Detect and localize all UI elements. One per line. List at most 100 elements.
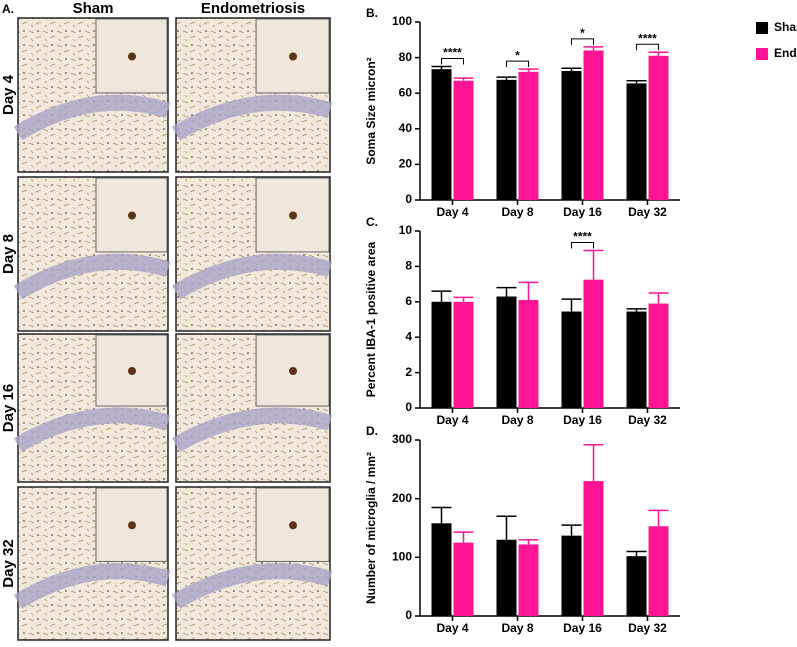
bar <box>583 50 604 201</box>
micrograph <box>171 176 333 332</box>
x-tick-label: Day 4 <box>436 205 468 219</box>
y-tick-label: 200 <box>392 491 412 505</box>
bar <box>453 542 474 616</box>
bar <box>626 311 647 408</box>
row-header: Day 8 <box>0 234 17 274</box>
y-tick-label: 8 <box>405 259 412 273</box>
x-tick-label: Day 32 <box>628 621 667 635</box>
panel-letter: A. <box>2 2 14 16</box>
legend-swatch <box>756 22 768 34</box>
significance-bracket <box>571 241 594 249</box>
micrograph <box>172 333 333 483</box>
bar <box>518 300 539 408</box>
y-axis-label: Number of microglia / mm² <box>364 452 378 604</box>
significance-bracket <box>571 38 594 45</box>
column-header: Endometriosis <box>201 0 305 17</box>
bar <box>453 80 474 200</box>
cell-layer <box>171 253 333 300</box>
bar <box>561 535 582 616</box>
x-tick-label: Day 32 <box>628 413 667 427</box>
panel-letter: B. <box>366 6 378 20</box>
micrograph <box>13 17 171 173</box>
micrograph <box>13 486 171 641</box>
cell-layer <box>13 253 171 300</box>
significance-bracket <box>636 43 659 51</box>
x-tick-label: Day 16 <box>563 205 602 219</box>
significance-label: **** <box>638 31 657 45</box>
y-tick-label: 2 <box>405 365 412 379</box>
micrograph <box>13 333 171 483</box>
bar <box>648 55 669 200</box>
y-tick-label: 20 <box>399 157 413 171</box>
bar <box>453 301 474 408</box>
y-tick-label: 6 <box>405 294 412 308</box>
bar <box>648 526 669 616</box>
micrograph <box>171 17 333 173</box>
bar <box>496 79 517 200</box>
y-axis-label: Percent IBA-1 positive area <box>364 241 378 397</box>
significance-label: **** <box>443 46 462 60</box>
cell-layer <box>171 94 333 141</box>
y-tick-label: 10 <box>399 223 413 237</box>
column-header: Sham <box>73 0 114 17</box>
bar <box>583 481 604 616</box>
x-tick-label: Day 32 <box>628 205 667 219</box>
microglia <box>128 211 136 220</box>
y-tick-label: 0 <box>405 608 412 622</box>
bar <box>626 556 647 616</box>
x-tick-label: Day 8 <box>501 413 533 427</box>
micrograph <box>171 486 333 641</box>
legend-label: Endometriosis <box>774 46 797 60</box>
bar <box>648 303 669 408</box>
significance-bracket <box>441 58 464 65</box>
row-header: Day 32 <box>0 539 17 587</box>
x-tick-label: Day 4 <box>436 621 468 635</box>
x-tick-label: Day 16 <box>563 413 602 427</box>
y-tick-label: 300 <box>392 432 412 446</box>
microglia <box>289 211 298 220</box>
legend-swatch <box>756 48 768 60</box>
bar <box>626 83 647 200</box>
microglia <box>289 52 298 61</box>
bar <box>431 523 452 616</box>
significance-label: * <box>515 48 520 62</box>
panel-letter: D. <box>366 424 378 438</box>
cell-layer <box>13 563 171 609</box>
bar <box>431 69 452 200</box>
row-header: Day 4 <box>0 74 17 115</box>
significance-bracket <box>506 60 529 68</box>
micrograph <box>13 176 171 332</box>
bar <box>496 296 517 408</box>
y-tick-label: 40 <box>399 121 413 135</box>
bar <box>561 311 582 408</box>
bar <box>518 544 539 616</box>
x-tick-label: Day 8 <box>501 205 533 219</box>
row-header: Day 16 <box>0 384 17 432</box>
x-tick-label: Day 8 <box>501 621 533 635</box>
bar <box>518 71 539 200</box>
y-tick-label: 60 <box>399 85 413 99</box>
microglia <box>128 367 136 375</box>
bar <box>583 279 604 408</box>
panel-letter: C. <box>366 215 378 229</box>
bar <box>431 301 452 408</box>
x-tick-label: Day 16 <box>563 621 602 635</box>
microglia <box>289 521 298 530</box>
significance-label: **** <box>573 230 592 244</box>
y-tick-label: 4 <box>405 329 412 343</box>
y-tick-label: 0 <box>405 192 412 206</box>
inset <box>95 487 168 562</box>
y-tick-label: 80 <box>399 50 413 64</box>
legend-label: Sham <box>774 20 797 34</box>
microglia <box>128 521 136 530</box>
y-axis-label: Soma Size micron² <box>364 57 378 164</box>
bar <box>561 70 582 200</box>
microglia <box>128 52 136 61</box>
bar <box>496 539 517 616</box>
x-tick-label: Day 4 <box>436 413 468 427</box>
cell-layer <box>171 563 333 609</box>
cell-layer <box>172 407 333 452</box>
microglia <box>289 367 298 375</box>
y-tick-label: 100 <box>392 14 412 28</box>
